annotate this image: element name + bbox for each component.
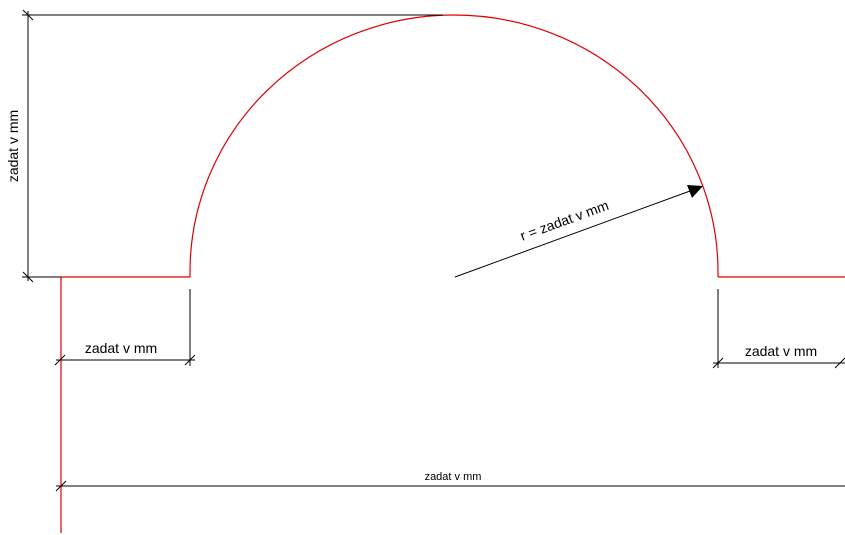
height-tick-top <box>22 9 34 21</box>
total-dim-tick-left <box>55 480 67 492</box>
profile <box>60 14 845 533</box>
dimensions <box>22 9 845 492</box>
left-dim-tick-right <box>184 354 196 366</box>
right-dim-tick-right <box>834 357 845 369</box>
left-segment-label: zadat v mm <box>85 340 157 356</box>
right-segment-label: zadat v mm <box>745 343 817 359</box>
height-label: zadat v mm <box>5 110 21 182</box>
total-width-label: zadat v mm <box>425 471 482 483</box>
radius-arrowhead <box>687 185 703 198</box>
height-tick-bottom <box>22 271 34 283</box>
right-dim-tick-left <box>712 357 724 369</box>
left-dim-tick-left <box>54 354 66 366</box>
radius-leader-line <box>454 190 691 278</box>
profile-arch <box>189 14 719 273</box>
